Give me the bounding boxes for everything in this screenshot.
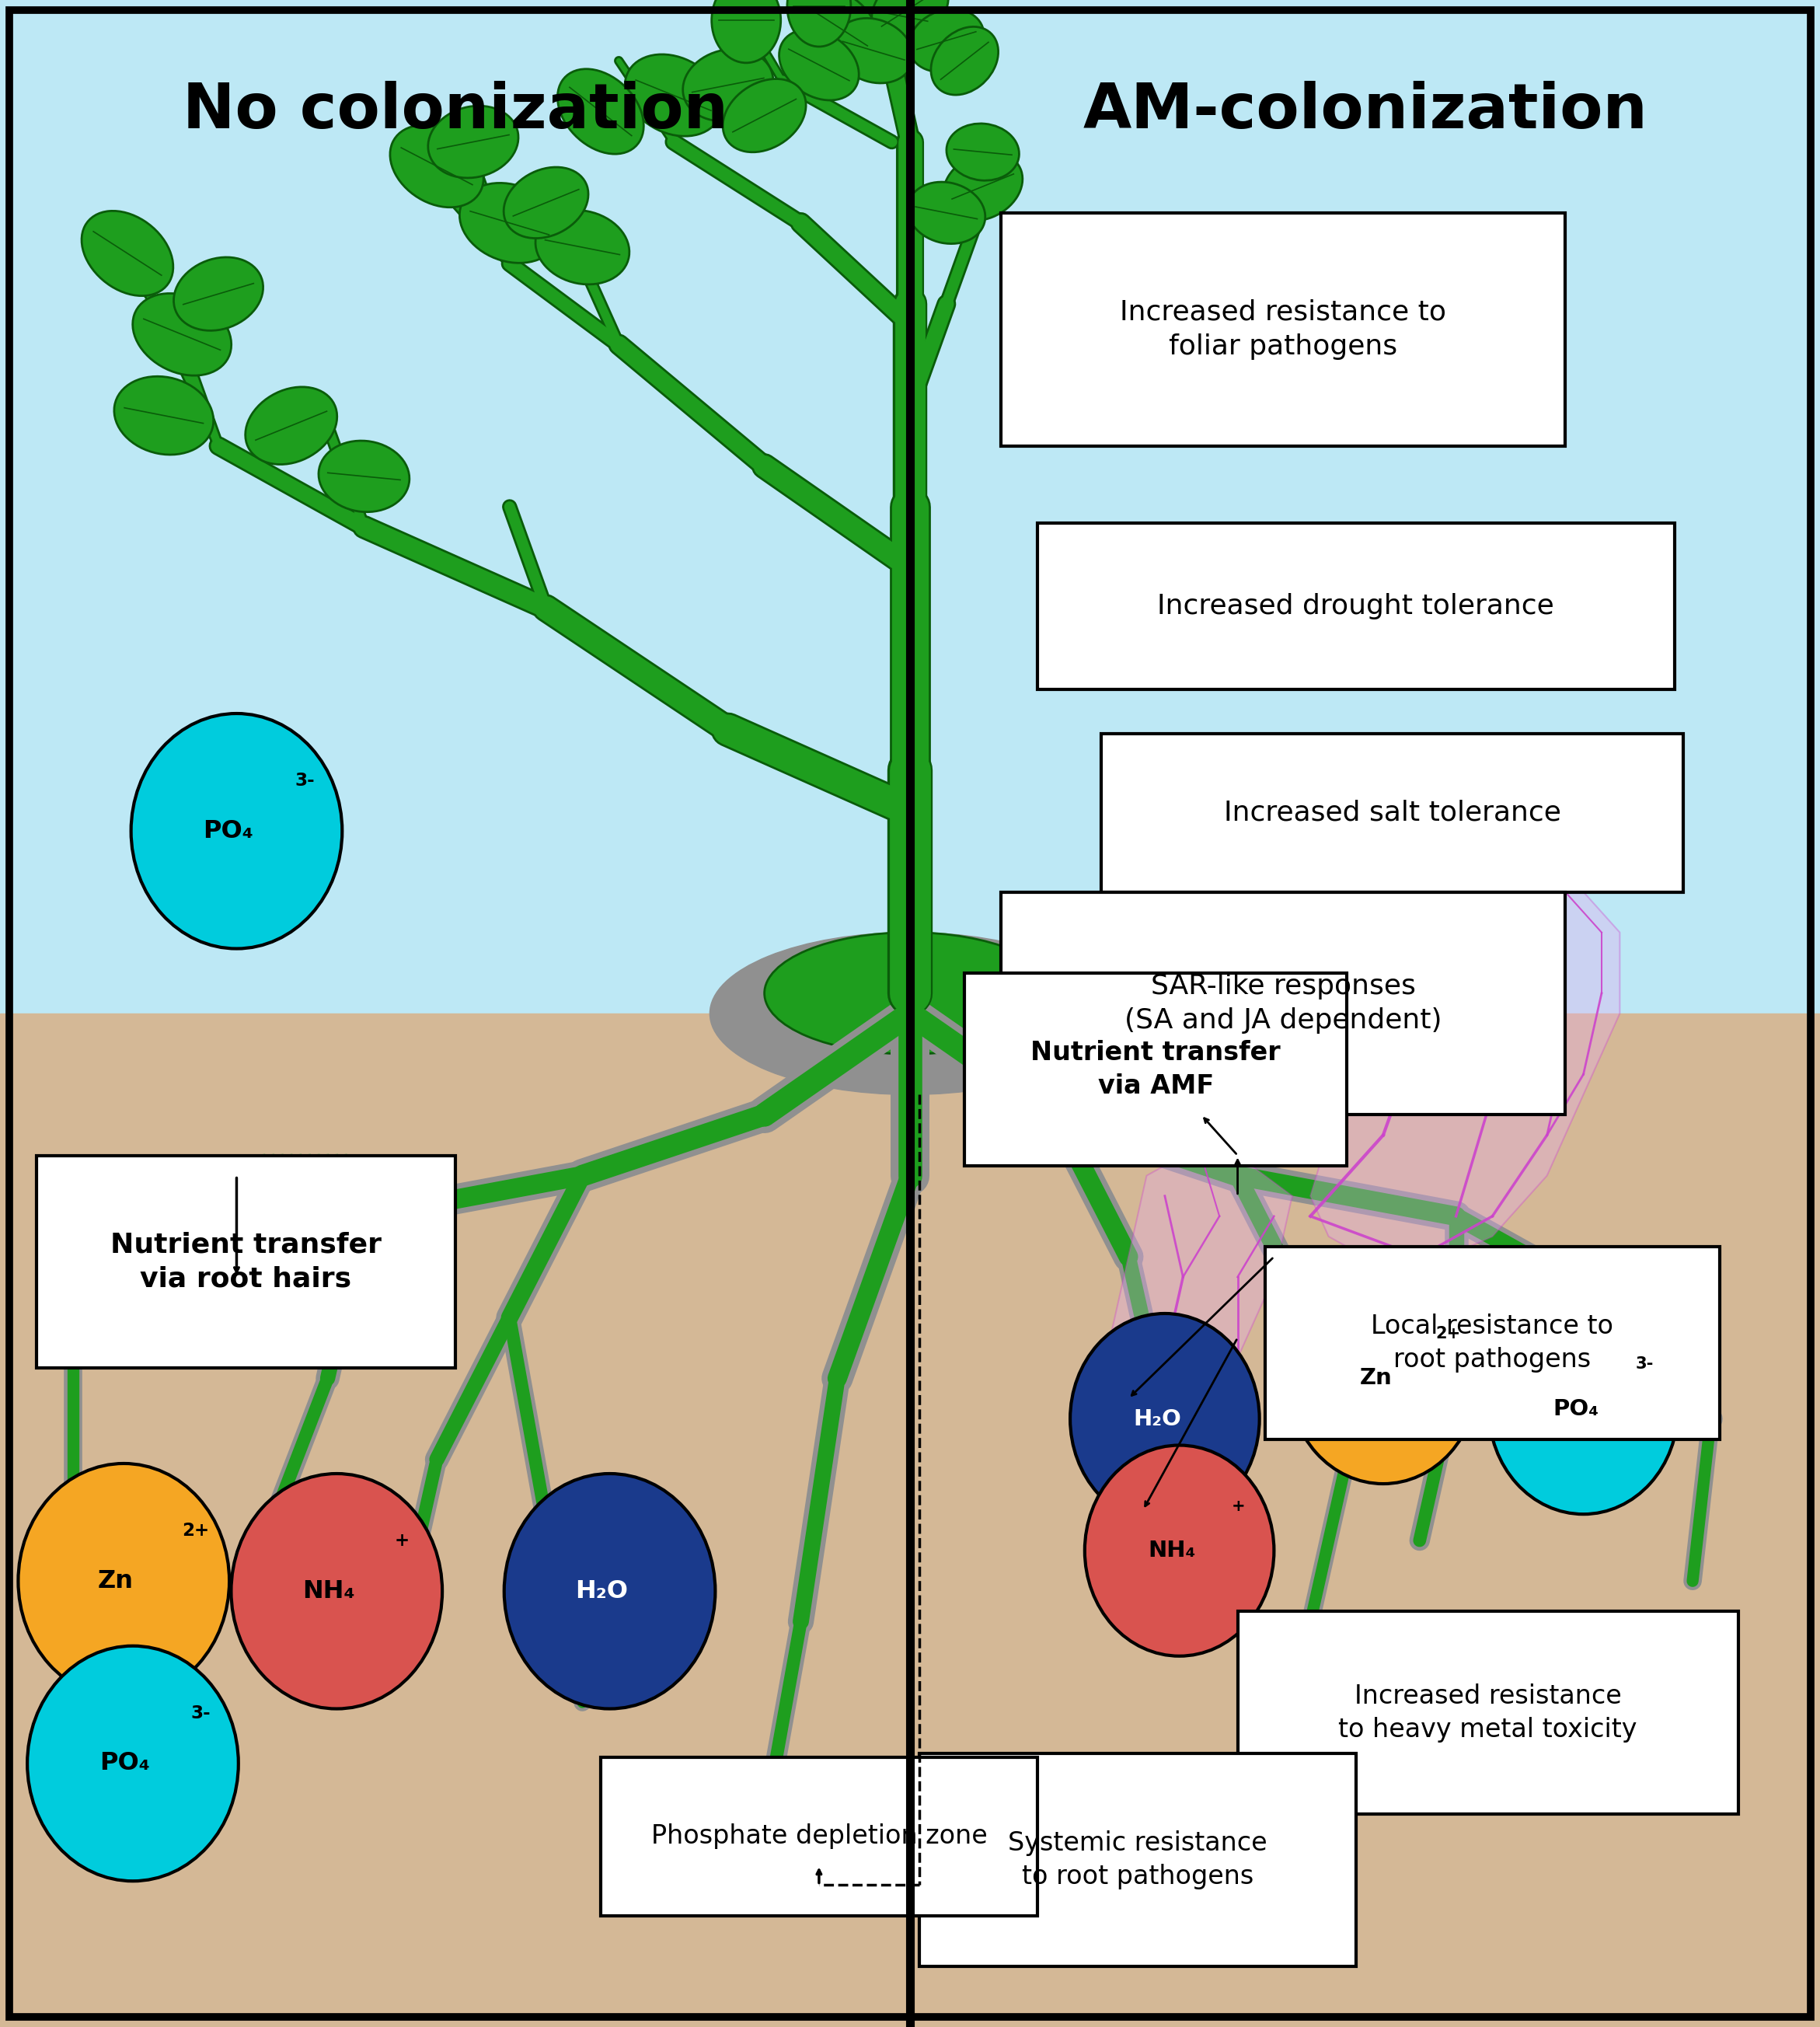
Ellipse shape [723,79,806,152]
FancyBboxPatch shape [919,1753,1356,1966]
FancyBboxPatch shape [965,973,1347,1166]
Ellipse shape [930,26,999,95]
Ellipse shape [712,0,781,63]
Bar [0,1014,1820,2027]
Text: 3-: 3- [191,1705,211,1723]
FancyBboxPatch shape [601,1757,1037,1916]
Text: Zn: Zn [1360,1368,1392,1388]
Ellipse shape [557,69,644,154]
Ellipse shape [946,124,1019,180]
Text: Nutrient transfer
via AMF: Nutrient transfer via AMF [1030,1040,1281,1099]
Ellipse shape [624,55,723,136]
Ellipse shape [872,0,948,45]
Ellipse shape [764,932,1056,1054]
Ellipse shape [504,166,588,239]
Circle shape [1085,1445,1274,1656]
Text: Nutrient transfer
via root hairs: Nutrient transfer via root hairs [109,1230,382,1293]
Circle shape [131,714,342,949]
Ellipse shape [535,211,630,284]
FancyBboxPatch shape [1001,213,1565,446]
Ellipse shape [133,294,231,375]
Text: Increased resistance to
foliar pathogens: Increased resistance to foliar pathogens [1119,298,1447,361]
Ellipse shape [389,126,484,207]
Text: No colonization: No colonization [182,81,728,142]
FancyBboxPatch shape [1101,734,1683,892]
Text: +: + [395,1532,410,1551]
Ellipse shape [82,211,173,296]
FancyBboxPatch shape [1265,1247,1720,1439]
Circle shape [1289,1273,1478,1484]
Ellipse shape [834,18,914,83]
Text: 3-: 3- [1636,1356,1654,1372]
Ellipse shape [682,49,774,122]
FancyBboxPatch shape [1001,892,1565,1115]
Text: Increased drought tolerance: Increased drought tolerance [1158,592,1554,620]
Text: AM-colonization: AM-colonization [1083,81,1647,142]
Text: SAR-like responses
(SA and JA dependent): SAR-like responses (SA and JA dependent) [1125,973,1441,1034]
Ellipse shape [908,182,985,243]
Text: H₂O: H₂O [575,1579,628,1603]
Text: H₂O: H₂O [1134,1409,1181,1429]
Polygon shape [1110,1155,1292,1459]
Ellipse shape [943,152,1023,221]
Ellipse shape [460,182,559,264]
Text: Systemic resistance
to root pathogens: Systemic resistance to root pathogens [1008,1830,1267,1889]
Text: PO₄: PO₄ [204,819,253,843]
Text: PO₄: PO₄ [100,1751,149,1776]
Ellipse shape [710,932,1110,1095]
Text: 2+: 2+ [1436,1326,1460,1342]
Bar [0,0,1820,1014]
FancyBboxPatch shape [1238,1611,1738,1814]
Text: NH₄: NH₄ [302,1579,355,1603]
Text: Phosphate depletion zone: Phosphate depletion zone [652,1824,986,1849]
Text: Local resistance to
root pathogens: Local resistance to root pathogens [1370,1313,1614,1372]
Ellipse shape [115,377,213,454]
Text: Increased salt tolerance: Increased salt tolerance [1223,799,1562,827]
Circle shape [18,1463,229,1699]
Ellipse shape [173,257,264,330]
FancyBboxPatch shape [1037,523,1674,689]
Ellipse shape [428,105,519,178]
Text: Zn: Zn [98,1569,133,1593]
Text: +: + [1232,1498,1245,1514]
Ellipse shape [846,0,937,51]
Ellipse shape [246,387,337,464]
Ellipse shape [786,0,850,47]
Polygon shape [1310,851,1620,1277]
Text: 3-: 3- [295,772,315,791]
Circle shape [1070,1313,1259,1524]
Text: 2+: 2+ [182,1522,209,1541]
FancyBboxPatch shape [36,1155,455,1368]
Text: Increased resistance
to heavy metal toxicity: Increased resistance to heavy metal toxi… [1338,1682,1638,1743]
Ellipse shape [908,10,985,71]
Ellipse shape [318,440,410,513]
Circle shape [1489,1303,1678,1514]
Circle shape [231,1474,442,1709]
Text: PO₄: PO₄ [1552,1399,1598,1419]
Ellipse shape [779,30,859,99]
Ellipse shape [797,0,877,65]
Circle shape [504,1474,715,1709]
Text: NH₄: NH₄ [1148,1541,1196,1561]
Circle shape [27,1646,238,1881]
